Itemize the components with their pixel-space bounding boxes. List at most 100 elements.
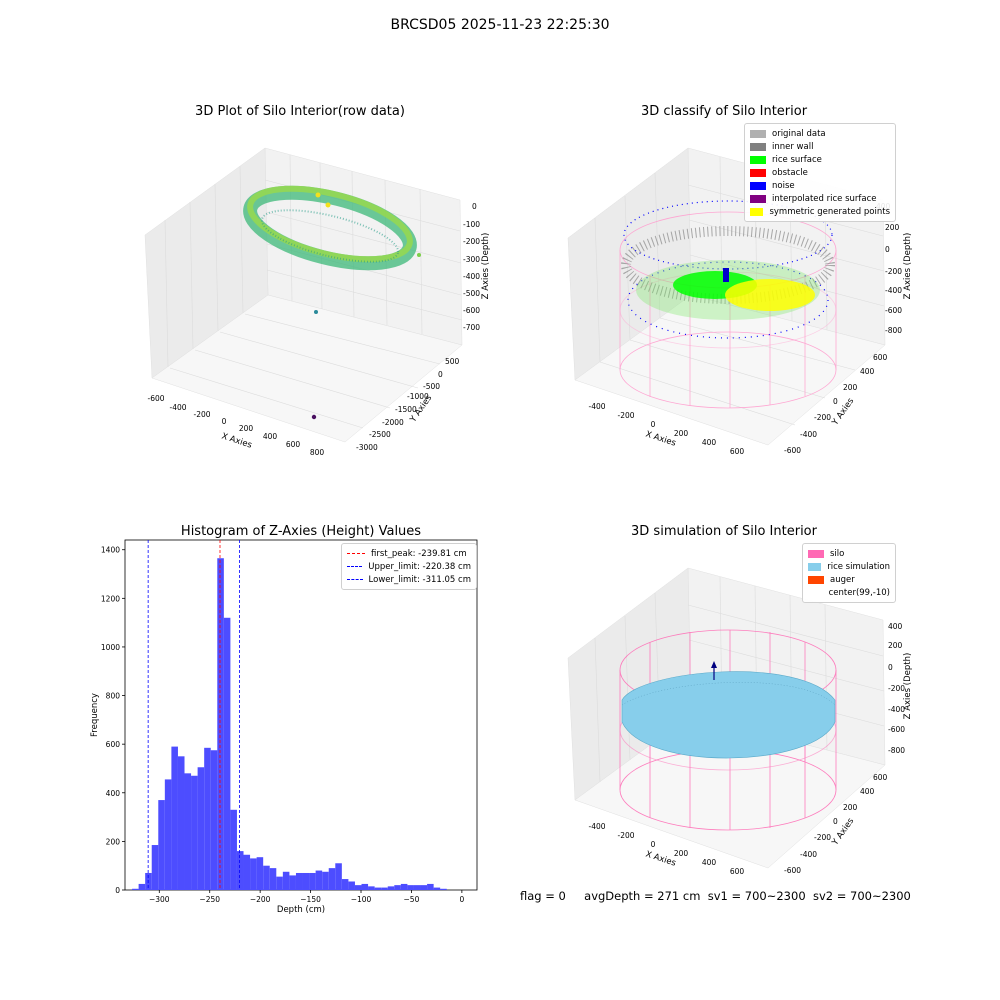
- z-tick: -800: [885, 326, 902, 335]
- legend-swatch: [750, 181, 766, 190]
- legend-item: original data: [750, 127, 890, 140]
- y-tick-label: 1000: [101, 643, 120, 652]
- legend-swatch: [750, 129, 766, 138]
- z-axis-label: Z Axies (Depth): [481, 233, 491, 300]
- histogram-bar: [407, 885, 414, 890]
- x-tick: 400: [702, 858, 717, 867]
- z-tick: -800: [888, 746, 905, 755]
- classify-3d-plot: 400 -400 -200 0 200 400 600 600 400 200 …: [567, 147, 913, 456]
- legend-line: [347, 579, 363, 580]
- legend-item: Upper_limit: -220.38 cm: [347, 560, 471, 573]
- histogram-bar: [236, 851, 244, 890]
- x-tick: -200: [617, 411, 634, 420]
- z-tick: 0: [472, 202, 477, 211]
- y-tick-label: 1400: [101, 546, 120, 555]
- z-tick: -400: [885, 286, 902, 295]
- histogram-bar: [309, 872, 316, 890]
- histogram-bar: [263, 865, 270, 890]
- histogram-bar: [197, 767, 205, 890]
- legend-item: auger: [808, 573, 890, 586]
- x-tick-label: −100: [351, 895, 372, 904]
- legend-swatch: [808, 575, 824, 584]
- histogram-bar: [171, 746, 178, 890]
- histogram-bar: [243, 854, 251, 890]
- histogram-bar: [210, 750, 218, 890]
- x-tick: -200: [193, 410, 210, 419]
- legend-label: obstacle: [772, 167, 808, 178]
- x-tick: 200: [674, 849, 689, 858]
- x-tick: -400: [588, 822, 605, 831]
- legend-item: center(99,-10): [808, 586, 890, 599]
- z-tick: -300: [463, 255, 480, 264]
- y-tick: -500: [423, 382, 440, 391]
- z-tick: 400: [888, 622, 903, 631]
- histogram-bar: [164, 779, 172, 890]
- y-tick-label: 600: [106, 740, 121, 749]
- legend-item: symmetric generated points: [750, 205, 890, 218]
- y-tick: -600: [784, 866, 801, 875]
- legend-swatch: [808, 562, 822, 571]
- legend-label: inner wall: [772, 141, 814, 152]
- x-tick: 400: [263, 432, 278, 441]
- x-tick-label: −150: [300, 895, 321, 904]
- y-tick: -600: [784, 446, 801, 455]
- z-tick: 200: [888, 641, 903, 650]
- histogram-bar: [217, 558, 224, 890]
- y-tick-label: 400: [106, 789, 121, 798]
- x-tick: -600: [147, 394, 164, 403]
- simulation-plot-title: 3D simulation of Silo Interior: [631, 524, 817, 539]
- y-tick: -1500: [395, 405, 417, 414]
- simulation-3d-plot: -400 -200 0 200 400 600 600 400 200 0 -2…: [567, 567, 913, 876]
- histogram-bar: [158, 800, 165, 890]
- x-axis-label: X Axies: [644, 849, 677, 868]
- status-line: flag = 0 avgDepth = 271 cm sv1 = 700~230…: [520, 889, 911, 903]
- raw-3d-plot: -600 -400 -200 0 200 400 600 800 500 0 -…: [144, 147, 491, 457]
- classify-plot-title: 3D classify of Silo Interior: [640, 104, 808, 119]
- y-tick: -1000: [407, 392, 429, 401]
- z-tick: -200: [888, 684, 905, 693]
- histogram-bar: [250, 858, 257, 890]
- z-tick: -200: [885, 267, 902, 276]
- histogram-bar: [394, 885, 401, 890]
- x-tick-label: −50: [404, 895, 420, 904]
- histogram-bar: [223, 617, 231, 890]
- z-tick: -400: [463, 272, 480, 281]
- x-axis-label: Depth (cm): [277, 905, 325, 915]
- histogram-bar: [151, 845, 159, 890]
- histogram-bar: [289, 875, 296, 890]
- histogram-bar: [295, 872, 303, 890]
- legend-label: Lower_limit: -311.05 cm: [368, 574, 471, 585]
- y-tick: -400: [800, 430, 817, 439]
- legend-label: interpolated rice surface: [772, 193, 877, 204]
- sv1-text: sv1 = 700~2300: [707, 889, 806, 903]
- x-tick: 0: [222, 417, 227, 426]
- histogram-legend: first_peak: -239.81 cm Upper_limit: -220…: [341, 543, 477, 590]
- avg-depth-text: avgDepth = 271 cm: [584, 889, 701, 903]
- x-tick-label: −200: [250, 895, 271, 904]
- histogram-bar: [381, 887, 388, 890]
- z-tick: -600: [888, 725, 905, 734]
- z-tick: 0: [885, 245, 890, 254]
- legend-label: silo: [830, 548, 845, 559]
- z-tick: -600: [885, 306, 902, 315]
- histogram-bar: [354, 885, 362, 890]
- histogram-bar: [335, 863, 342, 890]
- histogram-bar: [269, 868, 277, 890]
- legend-item: Lower_limit: -311.05 cm: [347, 573, 471, 586]
- simulation-legend: silo rice simulation auger center(99,-10…: [802, 543, 896, 603]
- legend-label: first_peak: -239.81 cm: [371, 548, 467, 559]
- histogram-bar: [374, 887, 382, 890]
- y-tick: -3000: [356, 443, 378, 452]
- histogram-bar: [322, 871, 329, 890]
- histogram-bar: [420, 885, 428, 890]
- histogram-bar: [440, 888, 447, 890]
- histogram-bar: [184, 773, 192, 890]
- legend-label: Upper_limit: -220.38 cm: [368, 561, 471, 572]
- z-tick: -200: [463, 237, 480, 246]
- legend-swatch: [808, 589, 823, 597]
- histogram-chart: −300 −250 −200 −150 −100 −50 0 0 200 400 600 800 10…: [90, 539, 478, 915]
- histogram-bar: [256, 857, 264, 890]
- legend-swatch: [750, 194, 766, 203]
- histogram-bar: [276, 876, 283, 890]
- x-tick: -400: [169, 403, 186, 412]
